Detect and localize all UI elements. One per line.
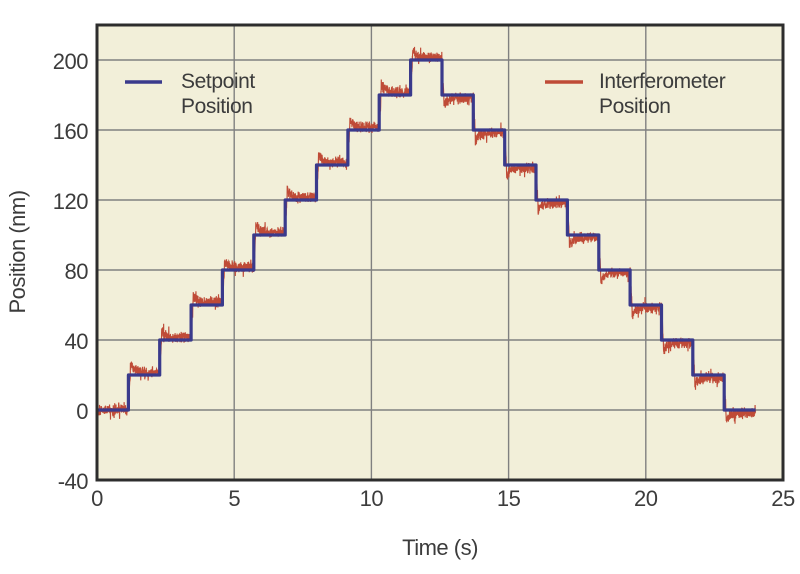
x-axis-title: Time (s) <box>402 535 478 560</box>
y-tick-label-0: 0 <box>76 399 88 424</box>
plot-background <box>97 25 783 480</box>
y-tick-label-120: 120 <box>52 189 89 214</box>
x-tick-label-20: 20 <box>634 486 658 511</box>
y-tick-label--40: -40 <box>57 469 89 494</box>
y-tick-label-160: 160 <box>52 119 89 144</box>
legend-label-setpoint: Setpoint Position <box>181 70 255 118</box>
y-tick-label-200: 200 <box>52 49 89 74</box>
legend-label-interferometer: Interferometer Position <box>599 70 726 118</box>
x-tick-label-25: 25 <box>771 486 795 511</box>
y-axis-title: Position (nm) <box>5 190 30 314</box>
y-tick-label-80: 80 <box>64 259 89 284</box>
y-tick-label-40: 40 <box>64 329 89 354</box>
x-tick-label-10: 10 <box>359 486 384 511</box>
x-tick-label-0: 0 <box>91 486 103 511</box>
x-tick-label-15: 15 <box>496 486 521 511</box>
plot-border <box>95 23 785 482</box>
x-tick-label-5: 5 <box>228 486 241 511</box>
setpoint-position-trace <box>97 58 756 412</box>
